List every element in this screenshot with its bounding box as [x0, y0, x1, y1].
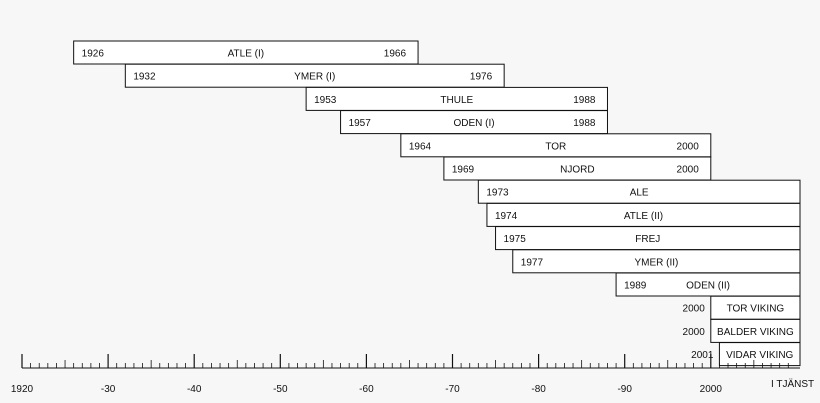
bar-name-label: TOR VIKING	[727, 304, 785, 315]
x-axis-end-label: I TJÄNST	[771, 378, 814, 390]
bar-group: 1932 YMER (I) 1976	[124, 63, 505, 88]
x-axis-tick-label: -30	[101, 384, 116, 395]
bar-name-label: BALDER VIKING	[717, 327, 794, 338]
bar-end-label: 1976	[470, 72, 493, 83]
bar-group: 1957 ODEN (I) 1988	[340, 110, 608, 135]
bar-start-label: 1953	[314, 95, 337, 106]
bar-name-label: FREJ	[635, 234, 660, 245]
bar-group: 2000 BALDER VIKING	[683, 318, 801, 343]
bar-group: 2000 TOR VIKING	[683, 295, 801, 320]
bar-end-label: 1988	[573, 95, 596, 106]
bars-layer: 1926 ATLE (I) 1966 1932 YMER (I) 1976 1953 THUL…	[73, 40, 801, 367]
bar-group: 1969 NJORD 2000	[443, 156, 712, 181]
bar-start-label: 1932	[133, 72, 156, 83]
bar-start-label: 1977	[521, 257, 544, 268]
bar-name-label: ATLE (II)	[624, 211, 663, 222]
bar-start-label: 2001	[691, 350, 714, 361]
bar-end-label: 2000	[677, 141, 700, 152]
bar-start-label: 1957	[349, 118, 372, 129]
x-axis-tick-label: -90	[617, 384, 632, 395]
bar-start-label: 1974	[495, 211, 518, 222]
x-axis-tick-label: -60	[359, 384, 374, 395]
bar-name-label: ODEN (I)	[453, 118, 494, 129]
bar-start-label: 1926	[82, 49, 105, 60]
bar	[718, 342, 801, 367]
bar-name-label: YMER (II)	[634, 257, 678, 268]
bar-group: 1977 YMER (II)	[512, 249, 801, 274]
bar	[615, 272, 801, 297]
bar-end-label: 2000	[677, 165, 700, 176]
bar-name-label: VIDAR VIKING	[726, 350, 793, 361]
x-axis-tick-label: 2000	[700, 384, 723, 395]
x-axis-tick-label: -70	[445, 384, 460, 395]
bar-group: 1926 ATLE (I) 1966	[73, 40, 419, 65]
bar-name-label: ALE	[630, 188, 649, 199]
x-axis: I TJÄNST 1920 -30 -40 -50 -60 -70 -80 -90 2000	[11, 354, 814, 395]
bar-start-label: 1989	[624, 281, 647, 292]
bar-name-label: ATLE (I)	[228, 49, 264, 60]
bar-start-label: 1969	[452, 165, 475, 176]
bar-start-label: 2000	[683, 327, 706, 338]
bar-name-label: TOR	[545, 141, 566, 152]
x-axis-tick-label: -80	[531, 384, 546, 395]
bar-group: 1973 ALE	[477, 179, 801, 204]
bar-group: 1989 ODEN (II)	[615, 272, 801, 297]
bar-group: 1953 THULE 1988	[305, 86, 608, 111]
bar-start-label: 1964	[409, 141, 432, 152]
bar-name-label: YMER (I)	[294, 72, 335, 83]
x-axis-tick-label: -40	[187, 384, 202, 395]
x-axis-tick-label: 1920	[11, 384, 34, 395]
bar-start-label: 1973	[486, 188, 509, 199]
bar-group: 2001 VIDAR VIKING	[691, 342, 801, 367]
bar-group: 1975 FREJ	[495, 226, 801, 251]
bar-group: 1974 ATLE (II)	[486, 202, 801, 227]
bar-end-label: 1988	[573, 118, 596, 129]
bar-name-label: THULE	[440, 95, 473, 106]
bar-name-label: NJORD	[560, 165, 594, 176]
bar-group: 1964 TOR 2000	[400, 133, 712, 158]
bar-start-label: 1975	[504, 234, 527, 245]
bar-name-label: ODEN (II)	[686, 281, 730, 292]
x-axis-tick-label: -50	[273, 384, 288, 395]
bar-start-label: 2000	[683, 304, 706, 315]
bar-end-label: 1966	[384, 49, 407, 60]
